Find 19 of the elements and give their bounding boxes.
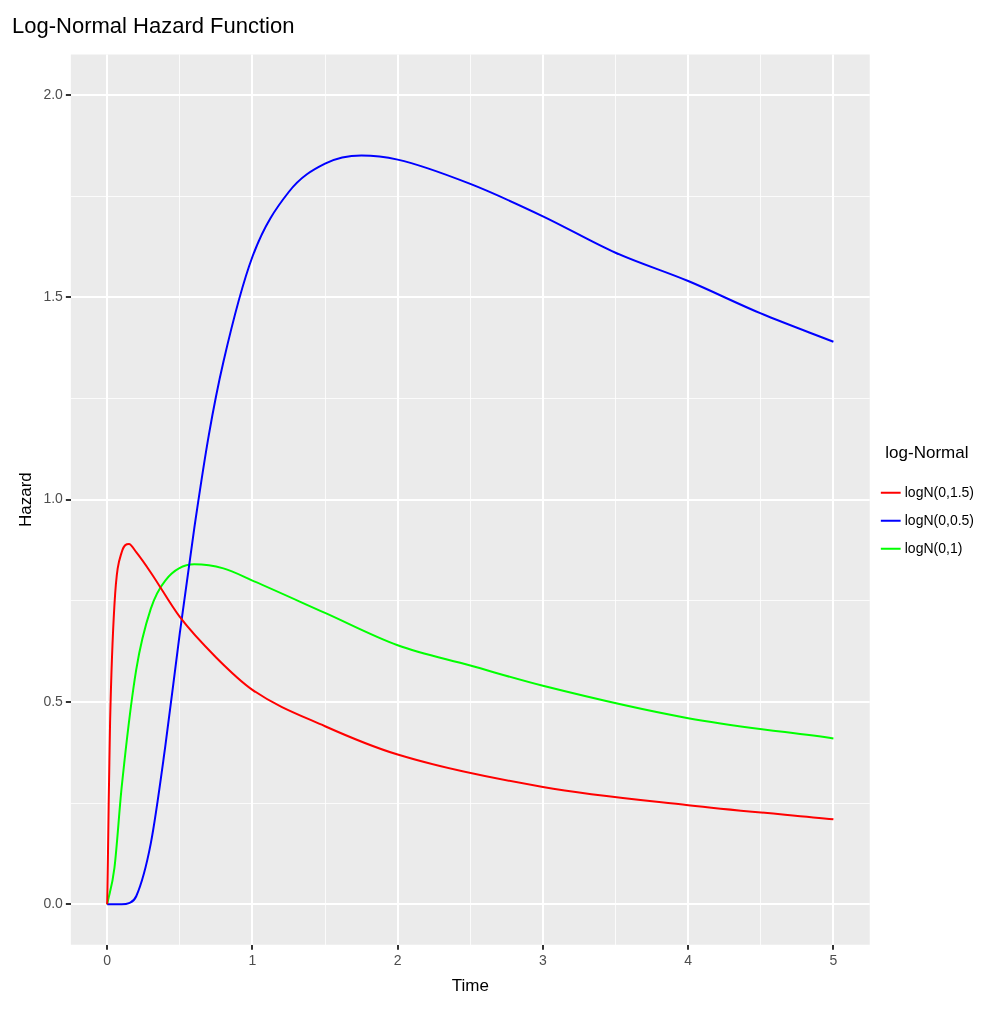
x-tick-label: 3: [539, 952, 548, 969]
x-tick-label: 1: [248, 952, 257, 969]
x-tick-label: 2: [393, 952, 402, 969]
y-tick-label: 0.0: [43, 895, 64, 912]
legend-label: logN(0,0.5): [904, 511, 975, 528]
x-axis-title: Time: [451, 976, 489, 996]
legend-label: logN(0,1.5): [904, 483, 975, 500]
y-tick-label: 1.0: [43, 490, 64, 507]
line-series: [106, 154, 835, 906]
legend-title: log-Normal: [885, 443, 969, 463]
y-tick-label: 1.5: [43, 288, 64, 305]
chart-title: Log-Normal Hazard Function: [12, 13, 295, 39]
y-axis-title: Hazard: [15, 472, 35, 528]
legend-label: logN(0,1): [904, 539, 963, 556]
y-tick-label: 2.0: [43, 85, 64, 102]
x-tick-label: 4: [684, 952, 693, 969]
x-tick-label: 0: [103, 952, 112, 969]
y-tick-label: 0.5: [43, 692, 64, 709]
x-tick-label: 5: [829, 952, 838, 969]
